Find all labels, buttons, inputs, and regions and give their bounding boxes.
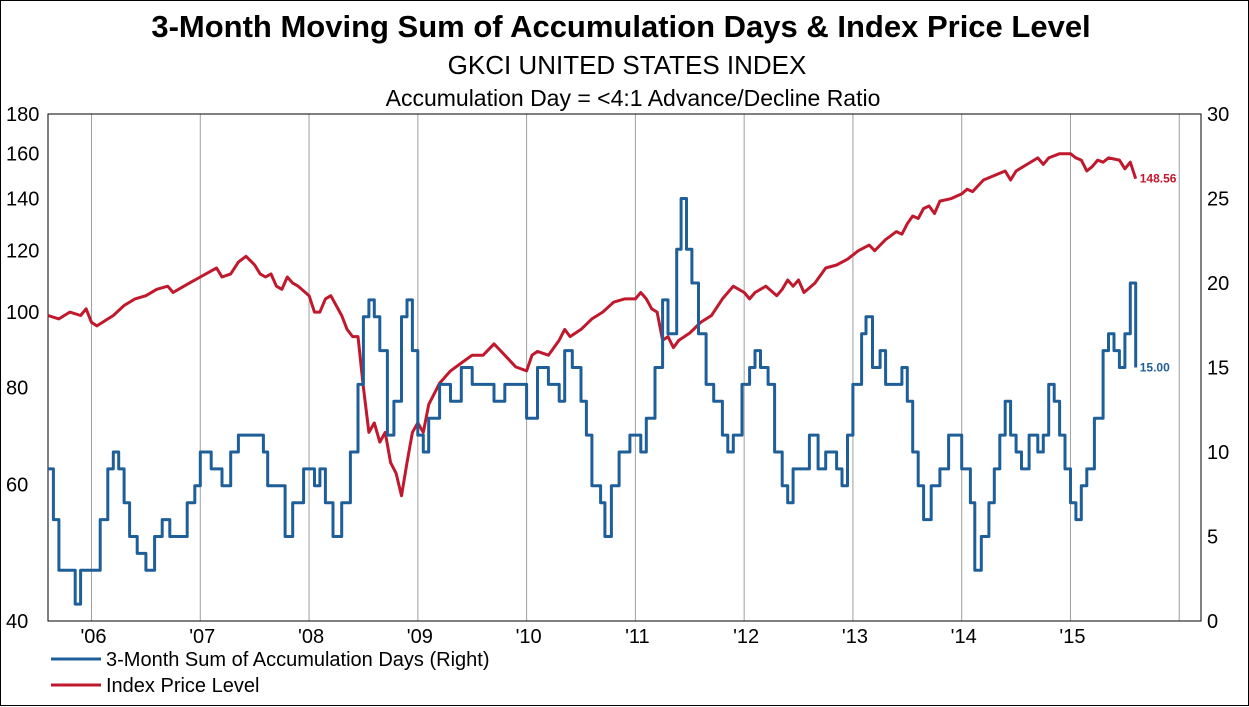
left-tick-label: 60	[6, 474, 28, 496]
right-tick-label: 20	[1207, 273, 1229, 295]
price-end-label: 148.56	[1140, 172, 1177, 186]
legend: 3-Month Sum of Accumulation Days (Right)…	[51, 649, 490, 697]
right-axis-ticks: 0 5 10 15 20 25 30	[1207, 104, 1229, 633]
x-tick-label: '11	[625, 626, 650, 648]
index-price-line	[47, 152, 1138, 498]
x-axis-ticks: '06 '07 '08 '09 '10 '11 '12 '13 '14 '15	[80, 626, 1085, 648]
x-tick-label: '15	[1059, 626, 1085, 648]
right-tick-label: 15	[1207, 358, 1229, 380]
left-tick-label: 80	[6, 377, 28, 399]
x-tick-label: '06	[80, 626, 106, 648]
right-tick-label: 25	[1207, 189, 1229, 211]
right-tick-label: 0	[1207, 611, 1218, 633]
x-tick-label: '08	[298, 626, 324, 648]
series-layer: 148.56 15.00	[47, 152, 1177, 606]
left-tick-label: 40	[6, 611, 28, 633]
legend-label-price: Index Price Level	[106, 675, 259, 697]
right-tick-label: 5	[1207, 527, 1218, 549]
legend-label-accumulation: 3-Month Sum of Accumulation Days (Right)	[106, 649, 490, 671]
right-tick-label: 10	[1207, 442, 1229, 464]
chart-subtitle-secondary: Accumulation Day = <4:1 Advance/Decline …	[386, 85, 881, 111]
x-tick-label: '14	[951, 626, 977, 648]
accumulation-end-label: 15.00	[1140, 361, 1170, 375]
x-tick-label: '09	[407, 626, 433, 648]
accumulation-days-line	[48, 197, 1138, 606]
chart-subtitle: GKCI UNITED STATES INDEX	[448, 50, 807, 80]
vertical-gridlines	[91, 114, 1180, 621]
x-tick-label: '07	[189, 626, 215, 648]
plot-area-border	[47, 113, 1202, 622]
right-tick-label: 30	[1207, 104, 1229, 126]
left-tick-label: 140	[6, 189, 39, 211]
left-tick-label: 160	[6, 144, 39, 166]
left-tick-label: 180	[6, 104, 39, 126]
left-tick-label: 120	[6, 241, 39, 263]
x-tick-label: '13	[842, 626, 868, 648]
left-tick-label: 100	[6, 302, 39, 324]
left-axis-ticks: 40 60 80 100 120 140 160 180	[6, 104, 39, 633]
x-tick-label: '12	[733, 626, 759, 648]
chart-title: 3-Month Moving Sum of Accumulation Days …	[151, 9, 1090, 44]
x-tick-label: '10	[516, 626, 542, 648]
